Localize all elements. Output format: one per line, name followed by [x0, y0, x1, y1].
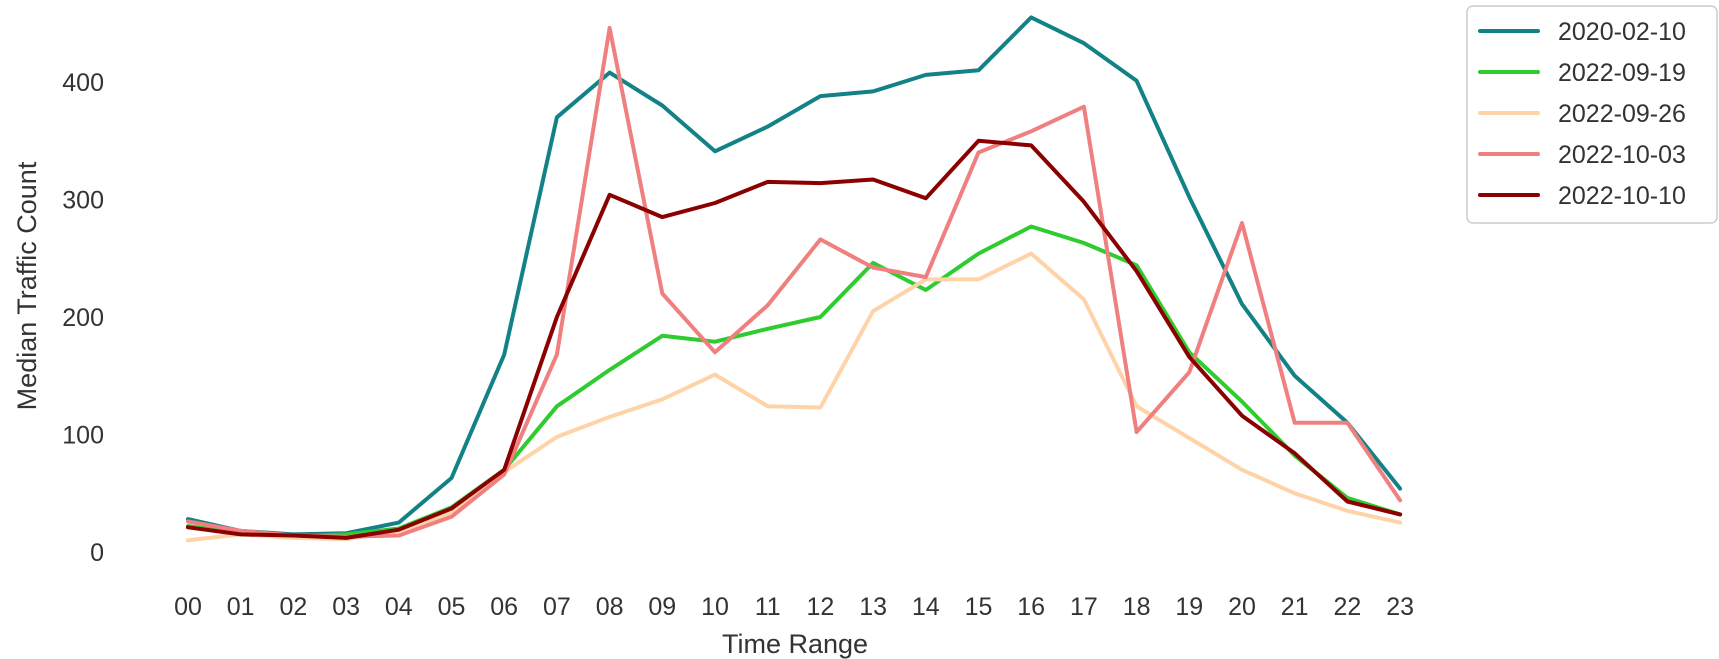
x-tick-label: 19	[1175, 593, 1203, 621]
legend-label: 2022-09-26	[1558, 100, 1686, 128]
x-tick-label: 10	[701, 593, 729, 621]
x-tick-label: 07	[543, 593, 571, 621]
x-tick-label: 00	[174, 593, 202, 621]
x-tick-label: 08	[596, 593, 624, 621]
x-tick-label: 03	[332, 593, 360, 621]
legend: 2020-02-10 2022-09-19 2022-09-26 2022-10-03…	[1466, 5, 1718, 224]
y-tick-label: 400	[62, 69, 104, 97]
y-tick-label: 0	[90, 539, 104, 567]
x-tick-label: 09	[648, 593, 676, 621]
legend-label: 2022-10-03	[1558, 141, 1686, 169]
y-axis-ticks: 0 100 200 300 400	[62, 69, 104, 567]
x-tick-label: 23	[1386, 593, 1414, 621]
series-line-2022-10-10	[186, 138, 1403, 540]
x-tick-label: 12	[806, 593, 834, 621]
x-tick-label: 06	[490, 593, 518, 621]
x-tick-label: 18	[1123, 593, 1151, 621]
x-tick-label: 16	[1017, 593, 1045, 621]
x-tick-label: 22	[1333, 593, 1361, 621]
y-tick-label: 200	[62, 304, 104, 332]
x-tick-label: 02	[279, 593, 307, 621]
x-tick-label: 01	[227, 593, 255, 621]
series-lines	[186, 15, 1403, 543]
x-tick-label: 21	[1281, 593, 1309, 621]
x-tick-label: 17	[1070, 593, 1098, 621]
x-tick-label: 20	[1228, 593, 1256, 621]
x-tick-label: 04	[385, 593, 413, 621]
y-tick-label: 300	[62, 187, 104, 215]
x-tick-label: 13	[859, 593, 887, 621]
series-line-2022-10-03	[186, 25, 1403, 539]
x-tick-label: 11	[755, 593, 781, 621]
legend-label: 2022-09-19	[1558, 59, 1686, 87]
legend-label: 2020-02-10	[1558, 18, 1686, 46]
y-axis-label: Median Traffic Count	[12, 161, 42, 410]
x-tick-label: 05	[438, 593, 466, 621]
x-tick-label: 15	[965, 593, 993, 621]
x-tick-label: 14	[912, 593, 940, 621]
x-axis-label: Time Range	[722, 629, 868, 659]
legend-frame	[1466, 5, 1718, 224]
legend-label: 2022-10-10	[1558, 182, 1686, 210]
series-line-2020-02-10	[186, 15, 1403, 537]
y-tick-label: 100	[62, 422, 104, 450]
series-line-2022-09-26	[186, 251, 1403, 543]
x-axis-ticks: 00 01 02 03 04 05 06 07 08 09 10 11 12 13 14 15 16 17 18 19…	[174, 593, 1414, 621]
